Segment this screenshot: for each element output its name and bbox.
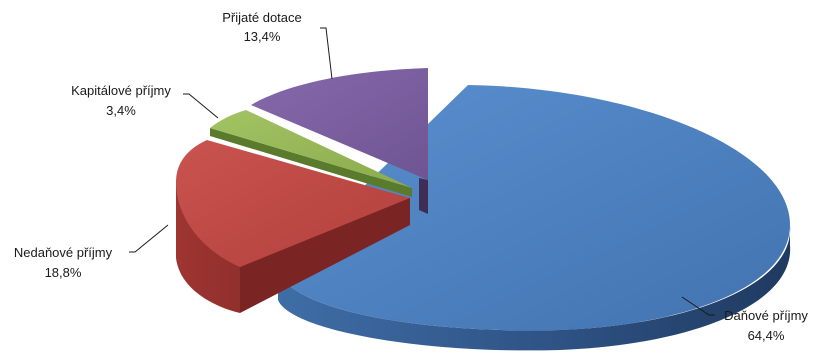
slice-nedanove-prijmy-top [176, 140, 410, 267]
slice-danove-prijmy-side [278, 225, 791, 351]
label-prijate-dotace-name: Přijaté dotace [222, 10, 302, 25]
slice-kapitalove-prijmy [210, 110, 412, 197]
slice-nedanove-prijmy [176, 140, 410, 313]
leader-line-prijate-dotace [320, 27, 333, 80]
slice-kapitalove-prijmy-top [210, 110, 412, 188]
label-danove-prijmy-value: 64,4% [748, 328, 785, 343]
leader-line-nedanove-prijmy [129, 224, 169, 253]
slice-prijate-dotace-side [419, 178, 428, 214]
label-danove-prijmy-name: Daňové příjmy [724, 308, 808, 323]
slice-nedanove-prijmy-face [240, 198, 410, 313]
slice-kapitalove-prijmy-side [210, 128, 412, 197]
label-kapitalove-prijmy-name: Kapitálové příjmy [71, 83, 171, 98]
slice-prijate-dotace-top [251, 68, 428, 180]
slice-prijate-dotace [251, 68, 428, 214]
leader-line-kapitalove-prijmy [183, 93, 219, 119]
label-prijate-dotace-value: 13,4% [244, 29, 281, 44]
label-kapitalove-prijmy-value: 3,4% [106, 103, 136, 118]
label-nedanove-prijmy-value: 18,8% [45, 265, 82, 280]
label-nedanove-prijmy-name: Nedaňové příjmy [14, 245, 113, 260]
leader-line-danove-prijmy [681, 296, 715, 316]
